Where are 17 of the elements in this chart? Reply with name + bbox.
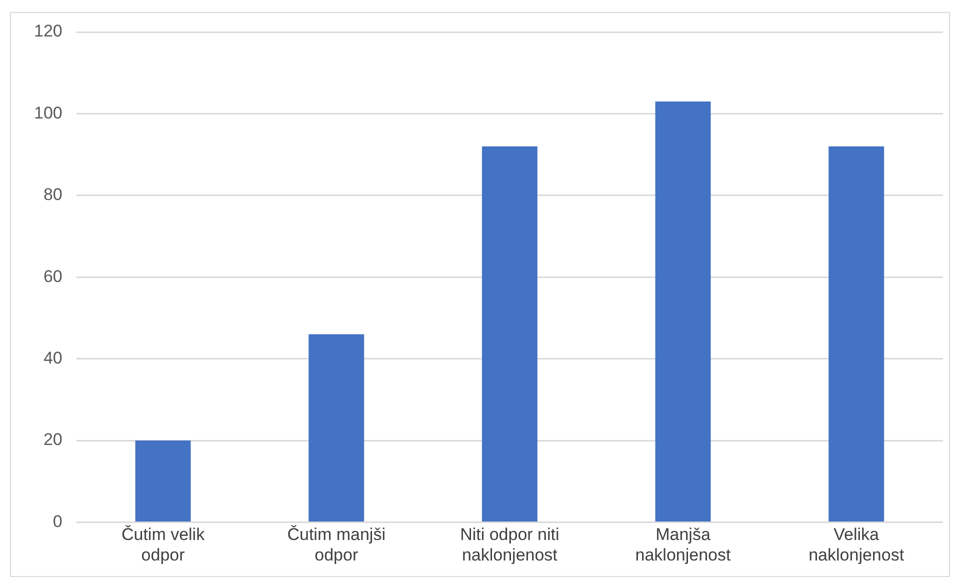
- bar: [135, 440, 191, 522]
- y-tick-label: 80: [43, 185, 62, 204]
- bar: [655, 101, 711, 522]
- x-tick-label: Čutim manjši odpor: [287, 525, 386, 564]
- y-tick-label: 20: [43, 430, 62, 450]
- y-tick-label: 100: [34, 103, 62, 122]
- bar: [482, 146, 538, 522]
- x-tick-label: Čutim velik odpor: [121, 525, 206, 564]
- y-tick-label: 40: [43, 348, 62, 368]
- bar: [828, 146, 884, 522]
- x-tick-label: Velika naklonjenost: [808, 525, 904, 564]
- y-tick-label: 120: [34, 22, 62, 41]
- y-tick-label: 0: [52, 512, 62, 531]
- x-tick-label: Manjša naklonjenost: [635, 525, 732, 564]
- bar: [308, 334, 364, 522]
- y-tick-label: 60: [43, 266, 62, 286]
- x-tick-label: Niti odpor niti naklonjenost: [460, 525, 560, 564]
